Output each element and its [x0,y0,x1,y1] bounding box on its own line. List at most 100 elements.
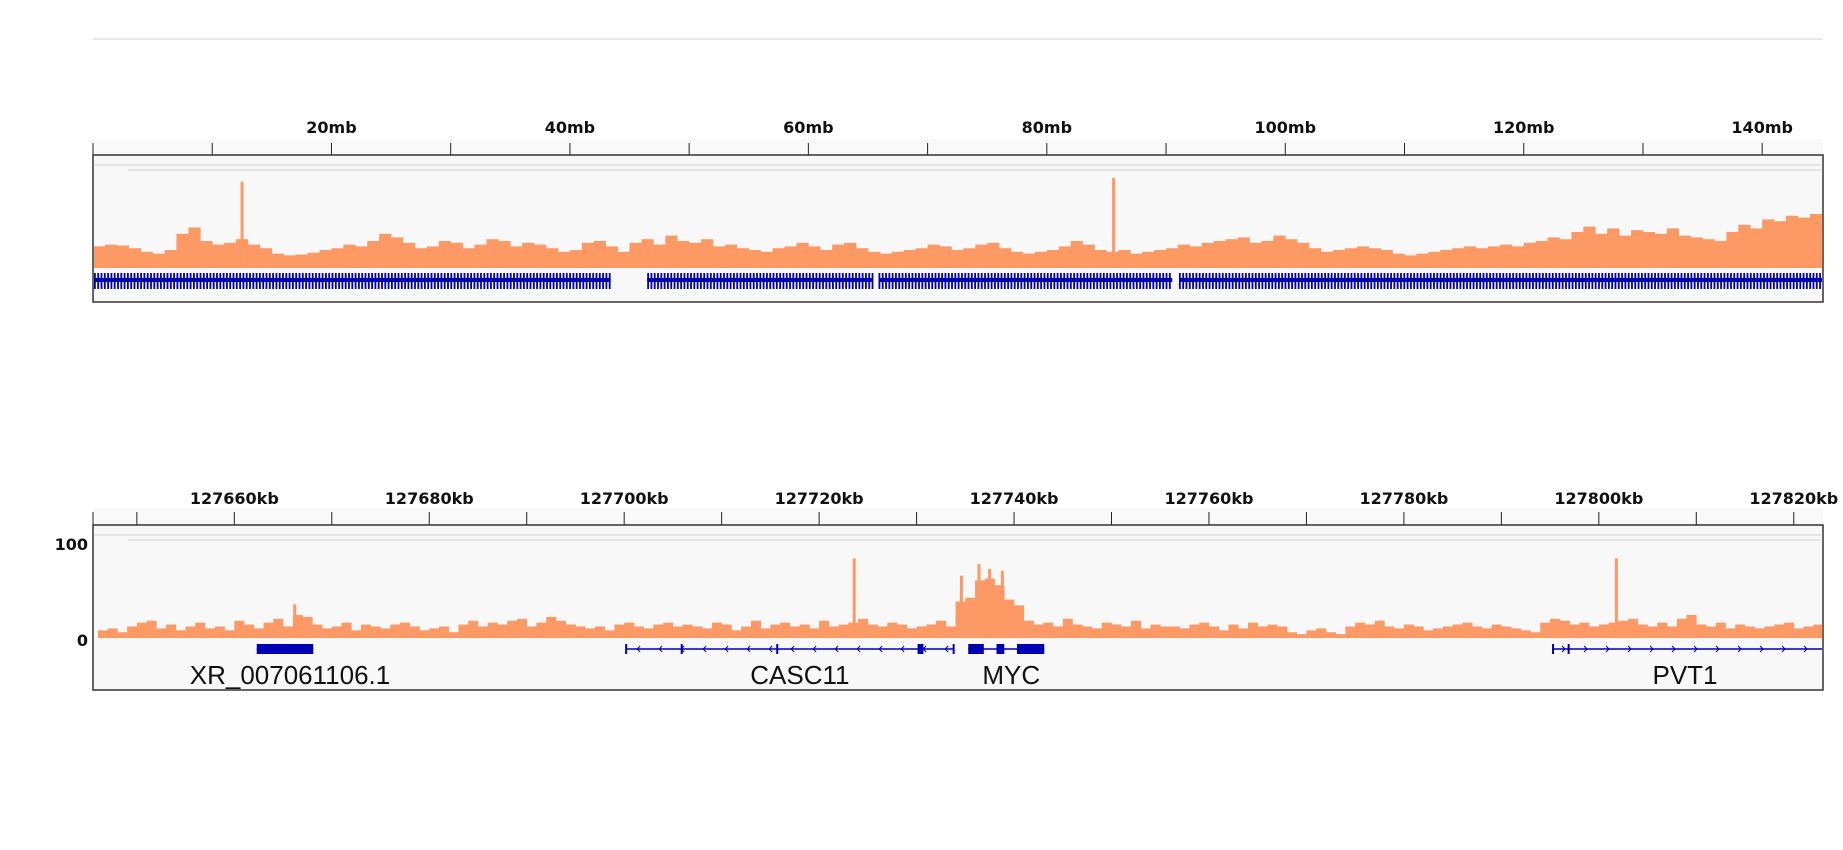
gene-feature[interactable] [1083,273,1085,289]
gene-feature[interactable] [595,273,598,289]
gene-feature[interactable] [572,273,575,289]
gene-feature[interactable] [1069,273,1072,289]
gene-feature[interactable] [970,273,973,289]
gene-feature[interactable] [1637,273,1640,289]
gene-feature[interactable] [153,273,156,289]
gene-feature[interactable] [285,273,288,289]
gene-feature[interactable] [1353,273,1356,289]
gene-feature[interactable] [650,273,653,289]
gene-feature[interactable] [667,273,669,289]
gene-feature[interactable] [974,273,977,289]
gene-feature[interactable] [179,273,182,289]
gene-feature[interactable] [1594,273,1597,289]
gene-feature[interactable] [268,273,271,289]
gene-feature[interactable] [1208,273,1211,289]
gene-feature[interactable] [1195,273,1198,289]
gene-feature[interactable] [341,273,344,289]
gene-feature[interactable] [1254,273,1257,289]
gene-feature[interactable] [1327,273,1330,289]
gene-feature[interactable] [1033,273,1036,289]
gene-feature[interactable] [792,273,795,289]
gene-feature[interactable] [779,273,782,289]
gene-feature[interactable] [1660,273,1663,289]
gene-feature[interactable] [799,273,801,289]
gene-feature[interactable] [683,273,686,289]
gene-feature[interactable] [1558,273,1561,289]
gene-feature[interactable] [726,273,729,289]
gene-feature[interactable] [1360,273,1363,289]
gene-feature[interactable] [1627,273,1630,289]
gene-feature[interactable] [1462,273,1465,289]
gene-pvt1[interactable]: PVT1 [1552,644,1822,690]
gene-feature[interactable] [519,273,522,289]
gene-feature[interactable] [318,273,321,289]
gene-feature[interactable] [1495,273,1498,289]
gene-feature[interactable] [536,273,538,289]
gene-feature[interactable] [1000,273,1003,289]
gene-feature[interactable] [1373,273,1376,289]
gene-casc11[interactable]: CASC11 [625,644,955,690]
gene-feature[interactable] [1063,273,1066,289]
gene-feature[interactable] [582,273,585,289]
gene-feature[interactable] [1317,273,1320,289]
gene-feature[interactable] [1492,273,1495,289]
gene-feature[interactable] [585,273,588,289]
gene-feature[interactable] [818,273,821,289]
gene-feature[interactable] [516,273,519,289]
gene-feature[interactable] [865,273,867,289]
gene-feature[interactable] [219,273,222,289]
gene-feature[interactable] [858,273,861,289]
gene-feature[interactable] [1604,273,1607,289]
gene-feature[interactable] [1168,273,1171,289]
gene-feature[interactable] [120,273,123,289]
gene-feature[interactable] [1782,273,1785,289]
gene-feature[interactable] [700,273,702,289]
gene-feature[interactable] [766,273,768,289]
gene-feature[interactable] [1218,273,1221,289]
gene-feature[interactable] [848,273,851,289]
gene-feature[interactable] [928,273,930,289]
gene-feature[interactable] [496,273,499,289]
gene-feature[interactable] [901,273,904,289]
gene-feature[interactable] [1442,273,1445,289]
gene-feature[interactable] [1003,273,1006,289]
gene-feature[interactable] [100,273,103,289]
gene-feature[interactable] [1700,273,1703,289]
gene-feature[interactable] [239,273,241,289]
gene-feature[interactable] [308,273,311,289]
gene-feature[interactable] [569,273,571,289]
gene-feature[interactable] [871,273,874,289]
gene-feature[interactable] [1469,273,1472,289]
gene-feature[interactable] [199,273,202,289]
gene-feature[interactable] [288,273,291,289]
gene-feature[interactable] [1406,273,1409,289]
gene-feature[interactable] [1112,273,1115,289]
gene-feature[interactable] [881,273,884,289]
gene-feature[interactable] [410,273,413,289]
gene-feature[interactable] [706,273,709,289]
gene-feature[interactable] [1056,273,1059,289]
gene-feature[interactable] [808,273,811,289]
gene-feature[interactable] [1126,273,1128,289]
gene-feature[interactable] [1251,273,1254,289]
gene-feature[interactable] [921,273,924,289]
gene-feature[interactable] [1363,273,1366,289]
gene-feature[interactable] [825,273,828,289]
gene-feature[interactable] [1548,273,1551,289]
gene-feature[interactable] [1040,273,1043,289]
gene-feature[interactable] [1518,273,1521,289]
gene-feature[interactable] [196,273,199,289]
gene-feature[interactable] [424,273,426,289]
gene-feature[interactable] [1122,273,1125,289]
gene-feature[interactable] [1713,273,1716,289]
gene-feature[interactable] [1568,273,1571,289]
gene-feature[interactable] [1693,273,1696,289]
gene-feature[interactable] [1314,273,1317,289]
gene-feature[interactable] [1304,273,1307,289]
gene-feature[interactable] [183,273,185,289]
gene-feature[interactable] [785,273,788,289]
gene-feature[interactable] [1733,273,1736,289]
gene-feature[interactable] [733,273,735,289]
gene-feature[interactable] [453,273,456,289]
gene-feature[interactable] [1766,273,1769,289]
